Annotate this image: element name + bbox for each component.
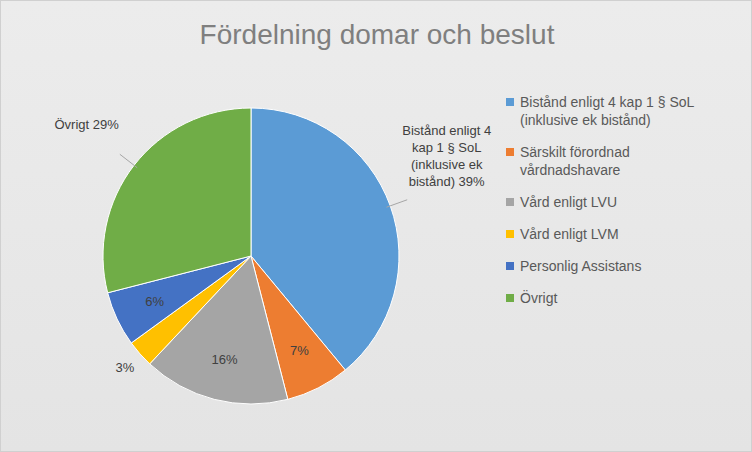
html-text:Vård enligt LVM: Vård enligt LVM [520, 226, 619, 242]
svg-text:6%: 6% [145, 294, 164, 309]
html-text:Personlig Assistans: Personlig Assistans [520, 258, 642, 274]
html-text:vårdnadshavare: vårdnadshavare [520, 162, 621, 178]
svg-text:16%: 16% [211, 352, 237, 367]
svg-text:3%: 3% [116, 360, 135, 375]
html-text:Bistånd enligt 4 kap 1 § SoL: Bistånd enligt 4 kap 1 § SoL [520, 94, 695, 110]
html-text:(inklusive ek bistånd): (inklusive ek bistånd) [520, 112, 651, 128]
svg-text:Bistånd enligt 4kap 1 § SoL(in: Bistånd enligt 4kap 1 § SoL(inklusive ek… [402, 123, 491, 189]
html-text:Särskilt förordnad: Särskilt förordnad [520, 144, 630, 160]
svg-text:Övrigt 29%: Övrigt 29% [54, 117, 119, 132]
html-text:Fördelning domar och beslut: Fördelning domar och beslut [199, 19, 555, 50]
svg-text:7%: 7% [290, 343, 309, 358]
html-text:Vård enligt LVU: Vård enligt LVU [520, 194, 617, 210]
html-text:Övrigt: Övrigt [520, 290, 558, 306]
